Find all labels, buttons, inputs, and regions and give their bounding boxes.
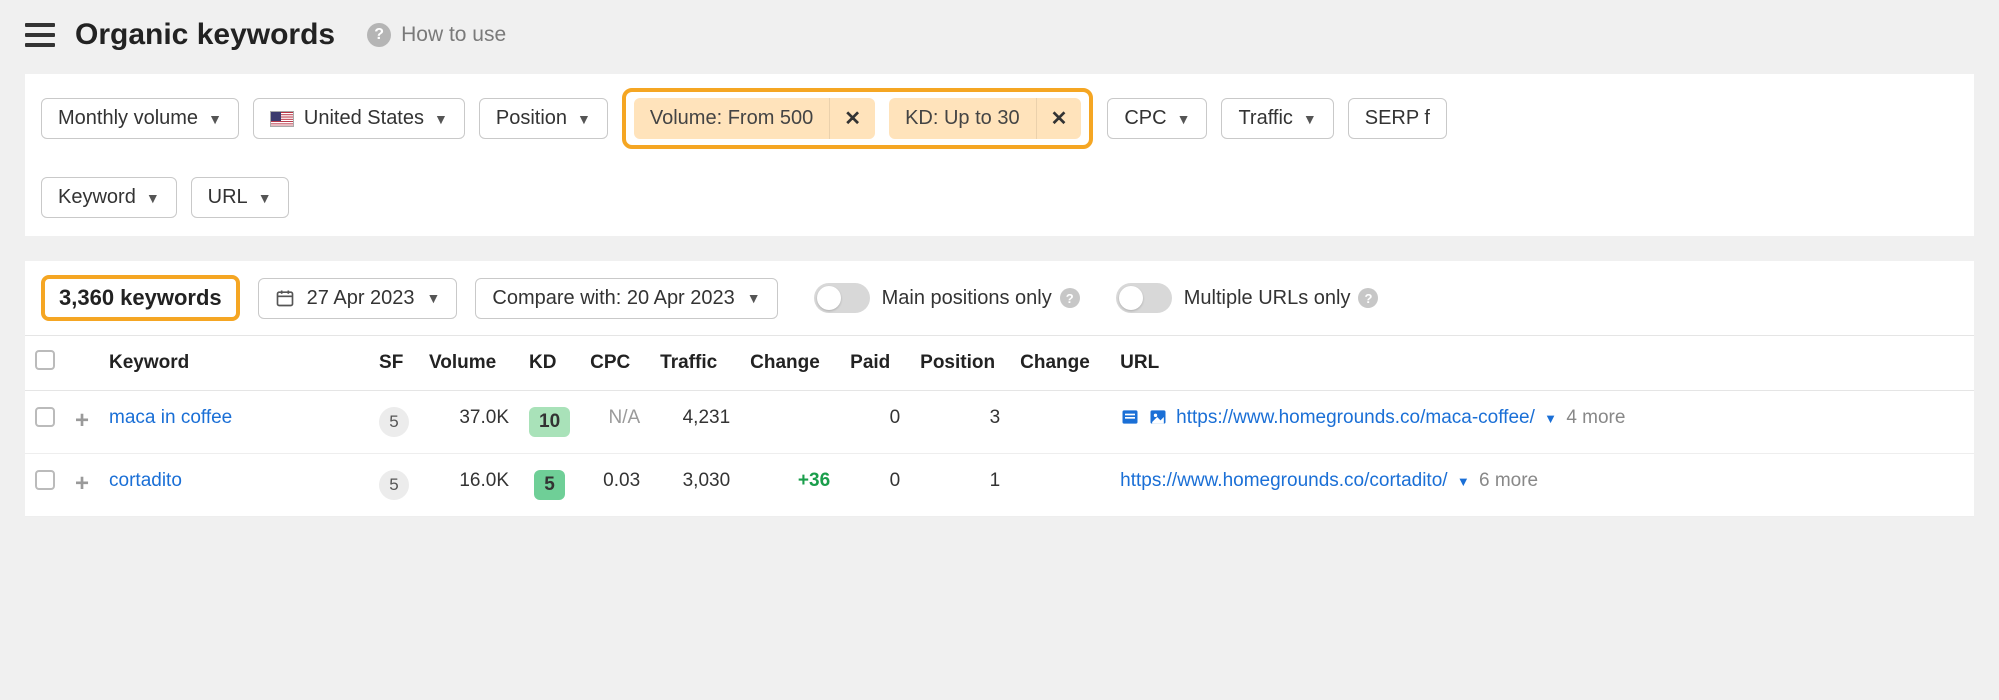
- keywords-table: Keyword SF Volume KD CPC Traffic Change …: [25, 335, 1974, 517]
- col-change2[interactable]: Change: [1010, 336, 1110, 391]
- flag-us-icon: [270, 111, 294, 127]
- chip-label: KD: Up to 30: [889, 99, 1036, 138]
- help-icon: ?: [367, 23, 391, 47]
- more-urls-link[interactable]: 4 more: [1566, 407, 1625, 428]
- chip-label: Volume: From 500: [634, 99, 829, 138]
- compare-selector[interactable]: Compare with: 20 Apr 2023 ▼: [475, 278, 777, 319]
- col-keyword[interactable]: Keyword: [99, 336, 369, 391]
- toggle-multiple-urls[interactable]: [1116, 283, 1172, 313]
- traffic-change: [740, 391, 840, 454]
- filter-serp[interactable]: SERP f: [1348, 98, 1447, 139]
- filter-cpc[interactable]: CPC ▼: [1107, 98, 1207, 139]
- volume-value: 16.0K: [419, 454, 519, 517]
- filters-panel: Monthly volume ▼ United States ▼ Positio…: [25, 74, 1974, 236]
- col-sf[interactable]: SF: [369, 336, 419, 391]
- col-traffic[interactable]: Traffic: [650, 336, 740, 391]
- cpc-value: N/A: [580, 391, 650, 454]
- paid-value: 0: [840, 391, 910, 454]
- toggle-main-positions[interactable]: [814, 283, 870, 313]
- expand-row-icon[interactable]: +: [75, 470, 89, 497]
- filter-traffic[interactable]: Traffic ▼: [1221, 98, 1333, 139]
- col-url[interactable]: URL: [1110, 336, 1974, 391]
- col-position[interactable]: Position: [910, 336, 1010, 391]
- page-title: Organic keywords: [75, 18, 335, 52]
- chevron-down-icon: ▼: [427, 290, 441, 306]
- chevron-down-icon: ▼: [258, 190, 272, 206]
- date-selector[interactable]: 27 Apr 2023 ▼: [258, 278, 458, 319]
- sf-badge[interactable]: 5: [379, 407, 409, 437]
- url-link[interactable]: https://www.homegrounds.co/cortadito/: [1120, 470, 1447, 491]
- active-filters-highlight: Volume: From 500 ✕ KD: Up to 30 ✕: [622, 88, 1093, 149]
- calendar-icon: [275, 288, 295, 308]
- filter-label: CPC: [1124, 107, 1166, 130]
- filter-position[interactable]: Position ▼: [479, 98, 608, 139]
- compare-label: Compare with: 20 Apr 2023: [492, 287, 734, 310]
- volume-value: 37.0K: [419, 391, 519, 454]
- filter-label: Traffic: [1238, 107, 1292, 130]
- filter-label: United States: [304, 107, 424, 130]
- chevron-down-icon: ▼: [747, 290, 761, 306]
- kd-badge: 5: [534, 470, 565, 500]
- traffic-value: 4,231: [650, 391, 740, 454]
- filter-country[interactable]: United States ▼: [253, 98, 465, 139]
- chevron-down-icon: ▼: [434, 111, 448, 127]
- traffic-value: 3,030: [650, 454, 740, 517]
- col-cpc[interactable]: CPC: [580, 336, 650, 391]
- remove-filter-icon[interactable]: ✕: [829, 98, 875, 139]
- help-label: How to use: [401, 23, 506, 47]
- results-panel: 3,360 keywords 27 Apr 2023 ▼ Compare wit…: [25, 261, 1974, 517]
- kd-badge: 10: [529, 407, 570, 437]
- remove-filter-icon[interactable]: ✕: [1036, 98, 1082, 139]
- position-value: 3: [910, 391, 1010, 454]
- chevron-down-icon: ▼: [577, 111, 591, 127]
- toggle-multi-label: Multiple URLs only ?: [1184, 287, 1379, 310]
- position-change: [1010, 391, 1110, 454]
- paid-value: 0: [840, 454, 910, 517]
- filter-label: URL: [208, 186, 248, 209]
- col-paid[interactable]: Paid: [840, 336, 910, 391]
- filter-label: SERP f: [1365, 107, 1430, 130]
- serp-image-icon: [1148, 407, 1168, 427]
- cpc-value: 0.03: [580, 454, 650, 517]
- position-change: [1010, 454, 1110, 517]
- chevron-down-icon[interactable]: ▼: [1544, 411, 1557, 426]
- filter-monthly-volume[interactable]: Monthly volume ▼: [41, 98, 239, 139]
- filter-label: Monthly volume: [58, 107, 198, 130]
- serp-feature-icon: [1120, 407, 1140, 427]
- table-row: + cortadito 5 16.0K 5 0.033,030+3601 https://w…: [25, 454, 1974, 517]
- select-all-checkbox[interactable]: [35, 350, 55, 370]
- chevron-down-icon: ▼: [1177, 111, 1191, 127]
- help-icon[interactable]: ?: [1060, 288, 1080, 308]
- expand-row-icon[interactable]: +: [75, 407, 89, 434]
- date-label: 27 Apr 2023: [307, 287, 415, 310]
- chevron-down-icon: ▼: [208, 111, 222, 127]
- keyword-count: 3,360 keywords: [41, 275, 240, 321]
- filter-keyword[interactable]: Keyword ▼: [41, 177, 177, 218]
- more-urls-link[interactable]: 6 more: [1479, 470, 1538, 491]
- chevron-down-icon[interactable]: ▼: [1457, 474, 1470, 489]
- row-checkbox[interactable]: [35, 407, 55, 427]
- filter-label: Keyword: [58, 186, 136, 209]
- table-row: + maca in coffee 5 37.0K 10 N/A4,231 03 https:/…: [25, 391, 1974, 454]
- toggle-main-label: Main positions only ?: [882, 287, 1080, 310]
- keyword-link[interactable]: cortadito: [109, 470, 182, 491]
- col-change[interactable]: Change: [740, 336, 840, 391]
- chevron-down-icon: ▼: [1303, 111, 1317, 127]
- col-kd[interactable]: KD: [519, 336, 580, 391]
- col-volume[interactable]: Volume: [419, 336, 519, 391]
- traffic-change: +36: [740, 454, 840, 517]
- url-link[interactable]: https://www.homegrounds.co/maca-coffee/: [1176, 407, 1535, 428]
- active-filter-kd[interactable]: KD: Up to 30 ✕: [889, 98, 1081, 139]
- help-icon[interactable]: ?: [1358, 288, 1378, 308]
- position-value: 1: [910, 454, 1010, 517]
- menu-icon[interactable]: [25, 23, 55, 47]
- active-filter-volume[interactable]: Volume: From 500 ✕: [634, 98, 875, 139]
- keyword-link[interactable]: maca in coffee: [109, 407, 232, 428]
- sf-badge[interactable]: 5: [379, 470, 409, 500]
- filter-url[interactable]: URL ▼: [191, 177, 289, 218]
- filter-label: Position: [496, 107, 567, 130]
- how-to-use-link[interactable]: ? How to use: [367, 23, 506, 47]
- chevron-down-icon: ▼: [146, 190, 160, 206]
- row-checkbox[interactable]: [35, 470, 55, 490]
